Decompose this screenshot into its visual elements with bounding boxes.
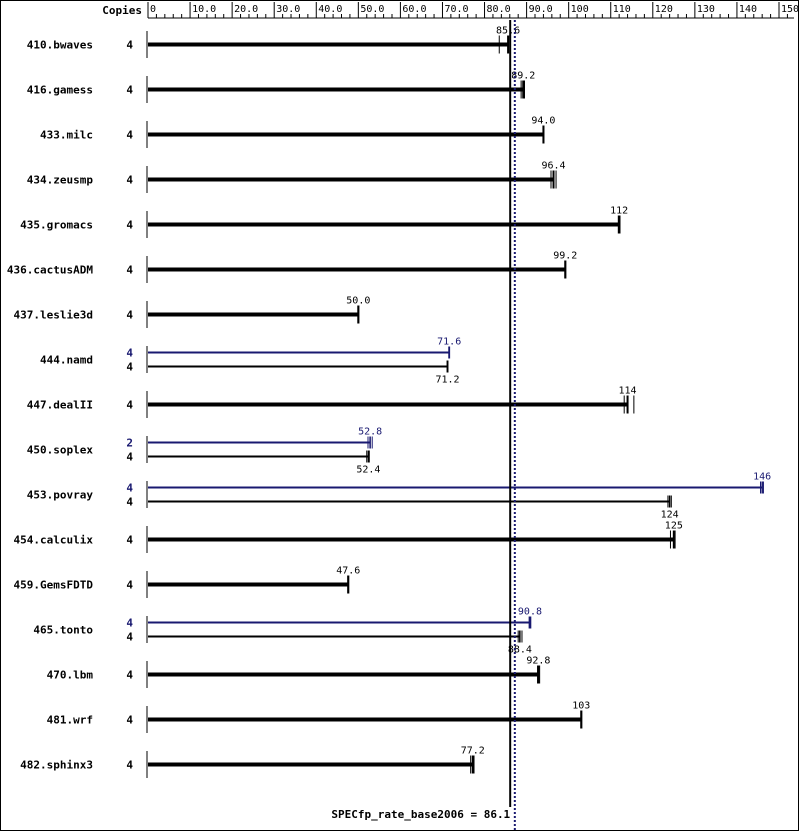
benchmark-label: 447.dealII [27, 399, 93, 412]
benchmark-label: 416.gamess [27, 84, 93, 97]
base-copies: 4 [126, 174, 133, 187]
base-copies: 4 [126, 361, 133, 374]
base-value-label: 103 [572, 701, 590, 712]
peak-copies: 2 [126, 437, 133, 450]
peak-copies: 4 [126, 482, 133, 495]
base-copies: 4 [126, 669, 133, 682]
benchmark-label: 454.calculix [14, 534, 94, 547]
peak-value-label: 90.8 [518, 607, 542, 618]
x-tick-label: 50.0 [360, 4, 384, 15]
base-copies: 4 [126, 496, 133, 509]
base-value-label: 77.2 [461, 746, 485, 757]
base-value-label: 112 [610, 206, 628, 217]
base-value-label: 89.2 [511, 71, 535, 82]
base-value-label: 52.4 [356, 465, 380, 476]
base-copies: 4 [126, 84, 133, 97]
base-copies: 4 [126, 399, 133, 412]
x-tick-label: 0 [150, 4, 156, 15]
benchmark-label: 482.sphinx3 [20, 759, 93, 772]
benchmark-label: 410.bwaves [27, 39, 93, 52]
base-copies: 4 [126, 579, 133, 592]
peak-value-label: 71.6 [437, 337, 461, 348]
benchmark-label: 435.gromacs [20, 219, 93, 232]
base-value-label: 99.2 [553, 251, 577, 262]
base-value-label: 124 [661, 510, 679, 521]
base-value-label: 71.2 [435, 375, 459, 386]
base-copies: 4 [126, 534, 133, 547]
benchmark-label: 459.GemsFDTD [14, 579, 94, 592]
base-copies: 4 [126, 451, 133, 464]
base-value-label: 125 [665, 521, 683, 532]
peak-value-label: 52.8 [358, 427, 382, 438]
benchmark-label: 481.wrf [47, 714, 93, 727]
benchmark-label: 436.cactusADM [7, 264, 93, 277]
base-value-label: 96.4 [541, 161, 565, 172]
base-value-label: 47.6 [336, 566, 360, 577]
x-tick-label: 90.0 [529, 4, 553, 15]
x-tick-label: 10.0 [192, 4, 216, 15]
x-tick-label: 130 [697, 4, 715, 15]
x-tick-label: 70.0 [444, 4, 468, 15]
benchmark-label: 444.namd [40, 354, 93, 367]
base-value-label: 88.4 [508, 645, 532, 656]
benchmark-label: 434.zeusmp [27, 174, 94, 187]
base-copies: 4 [126, 264, 133, 277]
base-copies: 4 [126, 631, 133, 644]
base-value-label: 94.0 [531, 116, 555, 127]
base-value-label: 50.0 [346, 296, 370, 307]
peak-value-label: 146 [753, 472, 771, 483]
x-tick-label: 80.0 [487, 4, 511, 15]
x-tick-label: 120 [655, 4, 673, 15]
benchmark-label: 437.leslie3d [14, 309, 93, 322]
x-tick-label: 100 [571, 4, 589, 15]
base-copies: 4 [126, 219, 133, 232]
benchmark-label: 450.soplex [27, 444, 94, 457]
x-tick-label: 60.0 [402, 4, 426, 15]
x-tick-label: 40.0 [318, 4, 342, 15]
benchmark-label: 465.tonto [33, 624, 93, 637]
base-value-label: 85.6 [496, 26, 520, 37]
base-copies: 4 [126, 714, 133, 727]
base-copies: 4 [126, 129, 133, 142]
base-summary-label: SPECfp_rate_base2006 = 86.1 [331, 808, 510, 821]
benchmark-label: 433.milc [40, 129, 93, 142]
copies-header: Copies [102, 4, 142, 17]
x-tick-label: 140 [739, 4, 757, 15]
x-tick-label: 20.0 [234, 4, 258, 15]
peak-copies: 4 [126, 617, 133, 630]
base-copies: 4 [126, 39, 133, 52]
base-value-label: 92.8 [526, 656, 550, 667]
x-tick-label: 110 [613, 4, 631, 15]
base-copies: 4 [126, 309, 133, 322]
benchmark-label: 453.povray [27, 489, 94, 502]
benchmark-label: 470.lbm [47, 669, 94, 682]
x-tick-label: 30.0 [276, 4, 300, 15]
base-value-label: 114 [619, 386, 637, 397]
peak-copies: 4 [126, 347, 133, 360]
x-tick-label: 150 [781, 4, 799, 15]
base-copies: 4 [126, 759, 133, 772]
